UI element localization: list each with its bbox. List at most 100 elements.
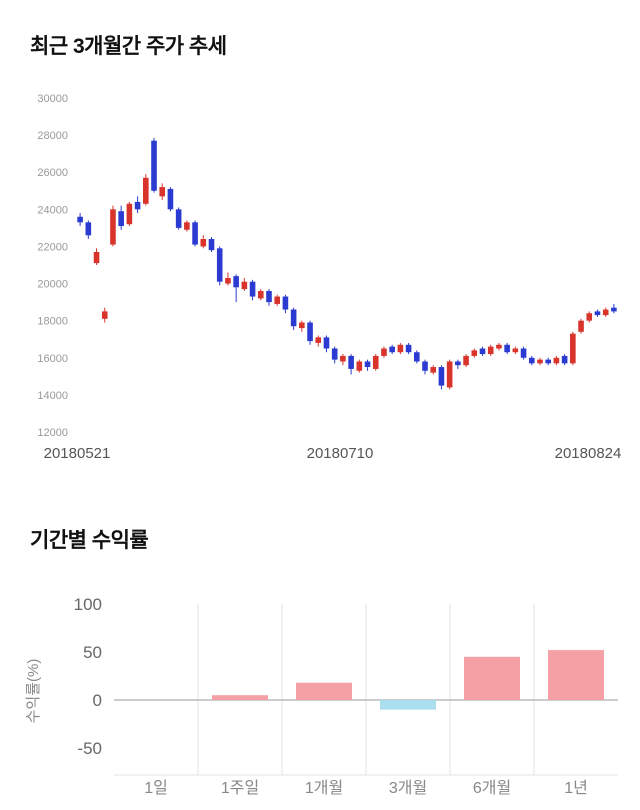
candle xyxy=(282,294,289,314)
y-axis-tick-label: 28000 xyxy=(37,130,68,142)
candle xyxy=(537,357,543,366)
candle xyxy=(299,320,305,332)
candle xyxy=(241,277,248,291)
candle xyxy=(274,294,280,306)
price-trend-title: 최근 3개월간 주가 추세 xyxy=(30,35,227,58)
y-axis-title: 수익률(%) xyxy=(25,659,42,724)
candle xyxy=(233,274,239,303)
candle xyxy=(570,331,576,366)
candle xyxy=(594,309,601,317)
x-axis-tick-label: 20180521 xyxy=(44,445,111,462)
bar-category-label: 1주일 xyxy=(221,779,259,797)
y-axis-tick-label: -50 xyxy=(77,739,102,758)
y-axis-tick-label: 24000 xyxy=(37,204,68,216)
candle xyxy=(151,137,157,193)
candle xyxy=(389,344,395,355)
candle xyxy=(167,187,174,212)
return-bar xyxy=(380,700,436,710)
candle xyxy=(216,246,223,286)
return-bar xyxy=(296,682,352,700)
y-axis-tick-label: 20000 xyxy=(37,279,68,291)
candle xyxy=(184,220,190,232)
returns-bar-chart: 100 50 0 -50 1일 1주일 1개월 3개월 6개월 1년 수익률(%) xyxy=(25,595,618,797)
candle xyxy=(323,335,330,353)
y-axis-tick-label: 0 xyxy=(93,691,102,710)
candle xyxy=(405,342,412,355)
candle xyxy=(110,205,116,247)
candle xyxy=(561,354,568,366)
candle xyxy=(307,320,313,345)
candle xyxy=(348,354,354,375)
return-bar xyxy=(464,656,520,700)
candle xyxy=(397,342,404,355)
candle xyxy=(249,279,256,301)
candle xyxy=(586,311,593,323)
candle xyxy=(134,196,141,214)
candle xyxy=(126,201,133,227)
bar-category-label: 6개월 xyxy=(473,779,511,797)
candle xyxy=(257,289,264,301)
candle xyxy=(504,342,510,355)
candle xyxy=(512,346,519,355)
candle xyxy=(471,348,478,358)
candle xyxy=(455,359,461,369)
candle xyxy=(545,357,551,366)
candle xyxy=(446,359,453,390)
x-axis-tick-label: 20180710 xyxy=(307,445,374,462)
y-axis-tick-label: 50 xyxy=(83,643,102,662)
candle xyxy=(372,354,379,371)
candle xyxy=(315,335,322,347)
candle xyxy=(487,344,494,356)
candle xyxy=(77,213,83,227)
candle xyxy=(159,183,166,201)
candle xyxy=(331,346,338,364)
y-axis-tick-label: 100 xyxy=(74,595,102,614)
candle xyxy=(422,359,428,375)
period-returns-title: 기간별 수익률 xyxy=(30,529,149,552)
candle xyxy=(266,289,272,306)
candle xyxy=(578,318,584,334)
bar-category-label: 1개월 xyxy=(305,779,343,797)
y-axis-tick-label: 12000 xyxy=(37,427,68,439)
bar-category-label: 1년 xyxy=(564,779,588,797)
y-axis-tick-label: 16000 xyxy=(37,353,68,365)
y-axis-tick-label: 30000 xyxy=(37,93,68,105)
return-bar xyxy=(212,695,268,700)
candle xyxy=(101,307,108,323)
y-axis-tick-label: 22000 xyxy=(37,241,68,253)
candle xyxy=(364,359,371,371)
bar-category-label: 1일 xyxy=(144,779,168,797)
return-bar xyxy=(548,650,604,700)
candle xyxy=(118,205,124,230)
candle xyxy=(479,346,486,356)
candle xyxy=(85,220,92,240)
candle xyxy=(340,354,346,366)
candle xyxy=(290,307,297,330)
candle xyxy=(381,346,387,358)
candle xyxy=(520,346,527,360)
candle xyxy=(175,207,182,230)
candle xyxy=(496,342,502,351)
x-axis-tick-label: 20180824 xyxy=(555,445,622,462)
candle xyxy=(611,303,617,314)
bar-category-label: 3개월 xyxy=(389,779,427,797)
candle xyxy=(438,365,445,390)
candle xyxy=(200,235,207,249)
candle xyxy=(143,174,149,206)
candle xyxy=(414,350,420,364)
candle xyxy=(528,355,535,366)
candle xyxy=(553,355,560,366)
candle xyxy=(208,237,215,253)
candle xyxy=(463,354,469,368)
candle xyxy=(225,272,231,286)
candlestick-chart: 12000 14000 16000 18000 20000 22000 24000 26000… xyxy=(37,93,622,462)
y-axis-tick-label: 18000 xyxy=(37,316,68,328)
candle xyxy=(602,307,609,317)
candle xyxy=(356,359,363,373)
y-axis-tick-label: 14000 xyxy=(37,390,68,402)
candle xyxy=(192,220,198,247)
y-axis-tick-label: 26000 xyxy=(37,167,68,179)
candle xyxy=(93,248,100,265)
candle xyxy=(430,365,437,375)
